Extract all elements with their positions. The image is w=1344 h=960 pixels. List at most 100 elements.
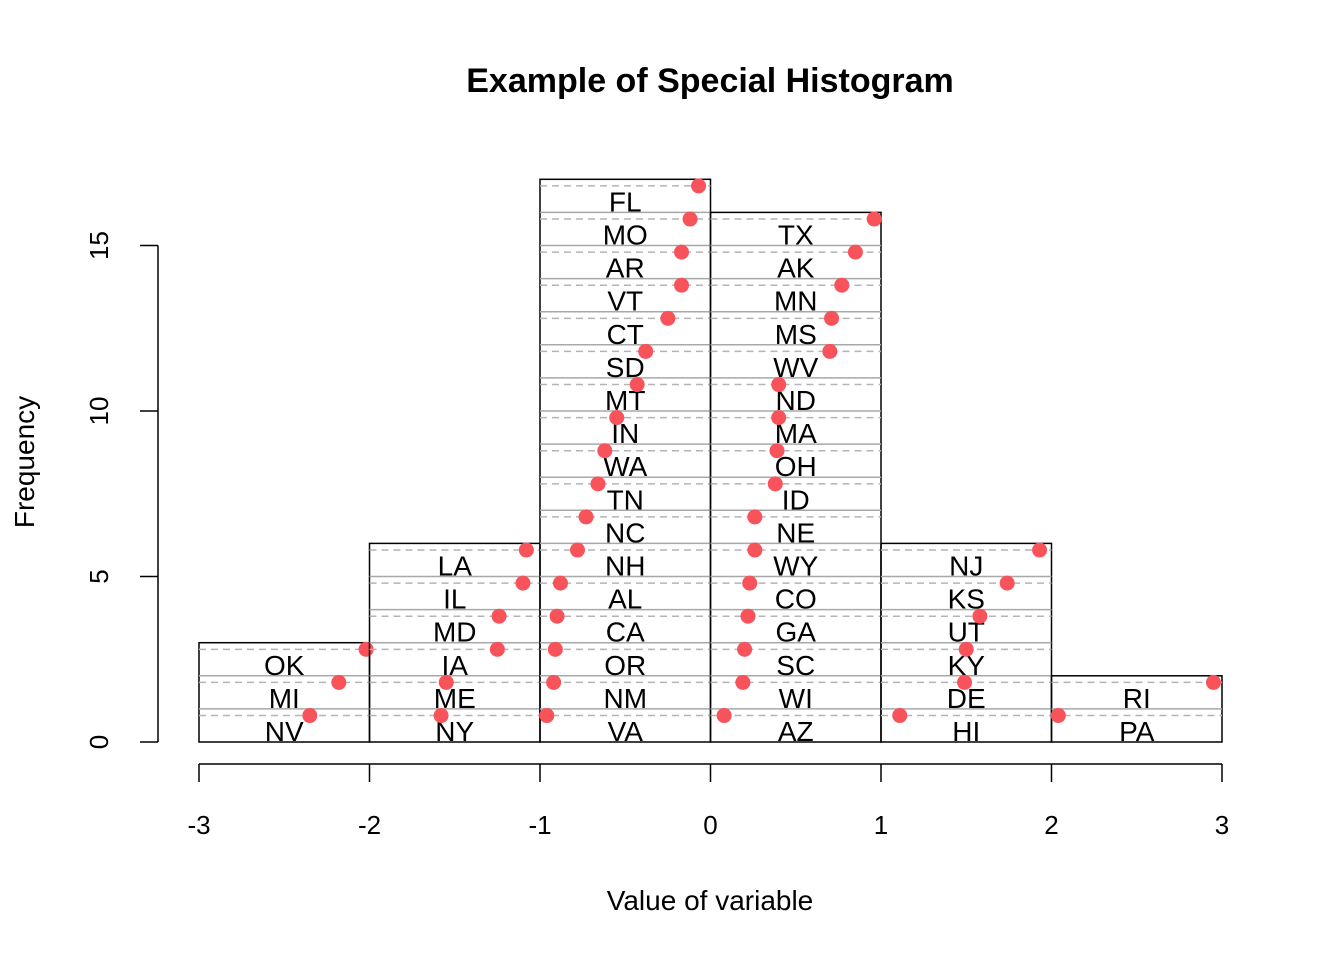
data-point-wv: [822, 343, 838, 359]
data-point-la: [518, 542, 534, 558]
data-point-ms: [824, 310, 840, 326]
state-label-az: AZ: [778, 716, 814, 747]
chart-title: Example of Special Histogram: [466, 62, 954, 100]
state-label-vt: VT: [607, 286, 643, 317]
state-label-mi: MI: [269, 683, 300, 714]
state-label-wy: WY: [773, 551, 818, 582]
state-label-va: VA: [608, 716, 644, 747]
data-point-mn: [834, 277, 850, 293]
data-point-ia: [489, 641, 505, 657]
state-label-wi: WI: [779, 683, 813, 714]
data-point-in: [609, 410, 625, 426]
state-label-ct: CT: [607, 319, 644, 350]
data-point-co: [742, 575, 758, 591]
data-point-ri: [1205, 674, 1221, 690]
x-tick-label: 1: [874, 810, 888, 840]
data-point-ak: [847, 244, 863, 260]
y-tick-label: 10: [84, 397, 114, 426]
x-axis: -3 -2 -1 0 1 2 3: [187, 763, 1229, 840]
data-point-va: [539, 708, 555, 724]
data-point-ct: [660, 310, 676, 326]
state-label-wv: WV: [773, 352, 818, 383]
data-point-tn: [590, 476, 606, 492]
state-label-ak: AK: [777, 253, 815, 284]
state-label-nj: NJ: [949, 551, 983, 582]
state-label-hi: HI: [952, 716, 980, 747]
data-point-mo: [682, 211, 698, 227]
data-point-md: [491, 608, 507, 624]
x-tick-label: -1: [528, 810, 551, 840]
state-label-ok: OK: [264, 650, 305, 681]
state-label-fl: FL: [609, 186, 642, 217]
state-label-ia: IA: [442, 650, 469, 681]
state-label-nm: NM: [603, 683, 647, 714]
state-label-ri: RI: [1123, 683, 1151, 714]
state-label-pa: PA: [1119, 716, 1155, 747]
y-axis-label: Frequency: [9, 396, 40, 528]
state-label-tx: TX: [778, 220, 814, 251]
data-point-vt: [674, 277, 690, 293]
data-point-mi: [331, 674, 347, 690]
data-point-or: [547, 641, 563, 657]
state-label-tn: TN: [607, 484, 644, 515]
state-label-ms: MS: [775, 319, 817, 350]
state-label-ga: GA: [776, 617, 817, 648]
data-point-ny: [433, 708, 449, 724]
data-point-me: [438, 674, 454, 690]
data-point-wa: [597, 443, 613, 459]
data-point-ne: [747, 509, 763, 525]
x-axis-label: Value of variable: [607, 885, 814, 916]
y-tick-label: 0: [84, 735, 114, 749]
data-point-nc: [578, 509, 594, 525]
state-label-nv: NV: [265, 716, 304, 747]
state-label-nh: NH: [605, 551, 645, 582]
y-axis: 0 5 10 15: [84, 231, 159, 749]
state-label-id: ID: [782, 484, 810, 515]
data-point-hi: [892, 708, 908, 724]
state-label-al: AL: [608, 584, 642, 615]
x-tick-label: 3: [1215, 810, 1229, 840]
data-point-sc: [737, 641, 753, 657]
data-point-nm: [546, 674, 562, 690]
data-point-il: [515, 575, 531, 591]
data-point-nd: [771, 377, 787, 393]
data-point-nh: [570, 542, 586, 558]
state-label-il: IL: [443, 584, 466, 615]
y-tick-label: 5: [84, 569, 114, 583]
data-point-mt: [629, 377, 645, 393]
state-label-sd: SD: [606, 352, 645, 383]
state-label-co: CO: [775, 584, 817, 615]
data-point-wi: [735, 674, 751, 690]
data-point-tx: [866, 211, 882, 227]
data-point-wy: [747, 542, 763, 558]
plot-area: NVMIOKNYMEIAMDILLAVANMORCAALNHNCTNWAINMT…: [198, 178, 1223, 747]
data-point-oh: [769, 443, 785, 459]
x-tick-label: 0: [703, 810, 717, 840]
state-label-mn: MN: [774, 286, 818, 317]
x-tick-label: -2: [358, 810, 381, 840]
x-tick-label: -3: [187, 810, 210, 840]
state-label-ks: KS: [948, 584, 985, 615]
data-point-pa: [1050, 708, 1066, 724]
state-label-or: OR: [604, 650, 646, 681]
data-point-ar: [674, 244, 690, 260]
y-tick-label: 15: [84, 231, 114, 260]
state-label-ca: CA: [606, 617, 645, 648]
data-point-ma: [771, 410, 787, 426]
data-point-nv: [302, 708, 318, 724]
data-point-sd: [638, 343, 654, 359]
state-label-mo: MO: [603, 220, 648, 251]
data-point-ga: [740, 608, 756, 624]
data-point-nj: [1032, 542, 1048, 558]
x-tick-label: 2: [1044, 810, 1058, 840]
data-point-id: [767, 476, 783, 492]
data-point-de: [957, 674, 973, 690]
state-label-ar: AR: [606, 253, 645, 284]
state-label-md: MD: [433, 617, 477, 648]
